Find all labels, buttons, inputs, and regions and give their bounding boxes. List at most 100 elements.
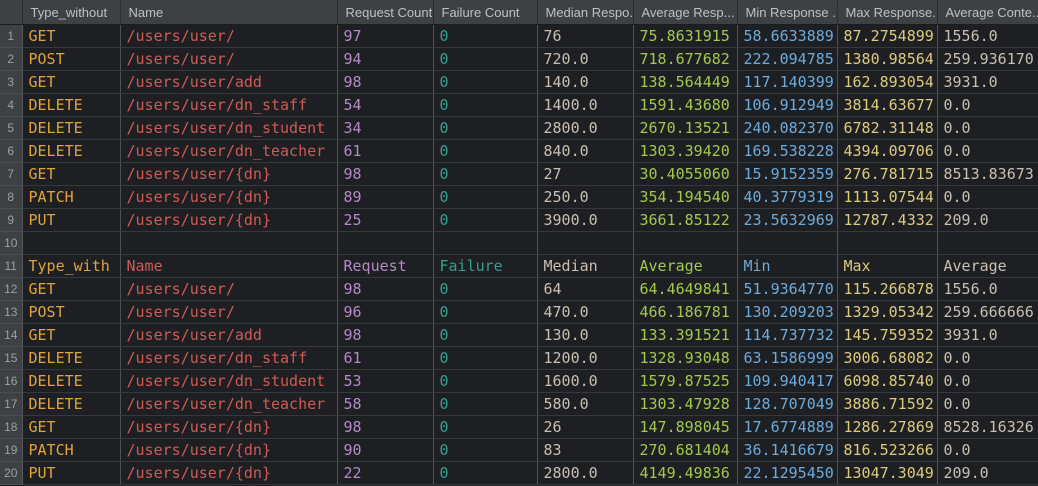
- cell-name[interactable]: /users/user/{dn}: [120, 208, 338, 232]
- cell-average-response[interactable]: Average: [633, 254, 738, 278]
- cell-min-response[interactable]: Min: [737, 254, 838, 278]
- cell-max-response[interactable]: 3814.63677: [837, 93, 938, 117]
- cell-min-response[interactable]: 128.707049: [737, 392, 838, 416]
- cell-request-count[interactable]: 96: [337, 300, 434, 324]
- cell-average-response[interactable]: 1328.93048: [633, 346, 738, 370]
- cell-median-response[interactable]: 2800.0: [537, 461, 634, 485]
- cell-max-response[interactable]: 1380.98564: [837, 47, 938, 71]
- row-number-cell[interactable]: 13: [0, 300, 23, 324]
- cell-min-response[interactable]: 117.140399: [737, 70, 838, 94]
- cell-failure-count[interactable]: 0: [433, 300, 538, 324]
- cell-max-response[interactable]: 1329.05342: [837, 300, 938, 324]
- cell-name[interactable]: /users/user/dn_teacher: [120, 139, 338, 163]
- cell-average-content[interactable]: 0.0: [937, 93, 1038, 117]
- cell-min-response[interactable]: 51.9364770: [737, 277, 838, 301]
- cell-failure-count[interactable]: 0: [433, 47, 538, 71]
- row-number-cell[interactable]: 9: [0, 208, 23, 232]
- column-header-request-count[interactable]: Request Count: [337, 0, 434, 25]
- cell-average-response[interactable]: 466.186781: [633, 300, 738, 324]
- cell-request-count[interactable]: 54: [337, 93, 434, 117]
- cell-name[interactable]: Name: [120, 254, 338, 278]
- cell-min-response[interactable]: 169.538228: [737, 139, 838, 163]
- column-header-average-response[interactable]: Average Resp...: [633, 0, 738, 25]
- cell-min-response[interactable]: [737, 231, 838, 255]
- cell-median-response[interactable]: 27: [537, 162, 634, 186]
- cell-min-response[interactable]: 58.6633889: [737, 24, 838, 48]
- cell-min-response[interactable]: 63.1586999: [737, 346, 838, 370]
- cell-average-content[interactable]: 0.0: [937, 369, 1038, 393]
- cell-failure-count[interactable]: 0: [433, 185, 538, 209]
- cell-average-content[interactable]: 209.0: [937, 461, 1038, 485]
- cell-average-response[interactable]: 133.391521: [633, 323, 738, 347]
- cell-request-count[interactable]: 61: [337, 346, 434, 370]
- column-header-type[interactable]: Type_without: [22, 0, 121, 25]
- cell-max-response[interactable]: 13047.3049: [837, 461, 938, 485]
- cell-min-response[interactable]: 240.082370: [737, 116, 838, 140]
- cell-median-response[interactable]: [537, 231, 634, 255]
- cell-type[interactable]: GET: [22, 323, 121, 347]
- cell-min-response[interactable]: 222.094785: [737, 47, 838, 71]
- cell-request-count[interactable]: [337, 231, 434, 255]
- cell-min-response[interactable]: 114.737732: [737, 323, 838, 347]
- cell-median-response[interactable]: Median: [537, 254, 634, 278]
- row-number-cell[interactable]: 12: [0, 277, 23, 301]
- cell-average-content[interactable]: 259.936170: [937, 47, 1038, 71]
- cell-average-content[interactable]: 3931.0: [937, 323, 1038, 347]
- cell-average-response[interactable]: 64.4649841: [633, 277, 738, 301]
- cell-average-content[interactable]: 0.0: [937, 346, 1038, 370]
- cell-average-content[interactable]: 0.0: [937, 438, 1038, 462]
- cell-min-response[interactable]: 40.3779319: [737, 185, 838, 209]
- cell-median-response[interactable]: 140.0: [537, 70, 634, 94]
- cell-average-response[interactable]: 718.677682: [633, 47, 738, 71]
- cell-average-content[interactable]: 0.0: [937, 139, 1038, 163]
- row-number-cell[interactable]: 8: [0, 185, 23, 209]
- cell-min-response[interactable]: 22.1295450: [737, 461, 838, 485]
- cell-name[interactable]: /users/user/{dn}: [120, 162, 338, 186]
- cell-name[interactable]: /users/user/{dn}: [120, 185, 338, 209]
- cell-average-response[interactable]: 1303.47928: [633, 392, 738, 416]
- cell-failure-count[interactable]: 0: [433, 415, 538, 439]
- cell-failure-count[interactable]: 0: [433, 93, 538, 117]
- cell-request-count[interactable]: 98: [337, 323, 434, 347]
- cell-name[interactable]: /users/user/: [120, 300, 338, 324]
- cell-failure-count[interactable]: 0: [433, 24, 538, 48]
- cell-average-response[interactable]: 2670.13521: [633, 116, 738, 140]
- cell-min-response[interactable]: 36.1416679: [737, 438, 838, 462]
- cell-median-response[interactable]: 1400.0: [537, 93, 634, 117]
- cell-failure-count[interactable]: [433, 231, 538, 255]
- cell-failure-count[interactable]: 0: [433, 208, 538, 232]
- cell-name[interactable]: /users/user/dn_student: [120, 116, 338, 140]
- cell-type[interactable]: GET: [22, 415, 121, 439]
- cell-average-response[interactable]: 147.898045: [633, 415, 738, 439]
- cell-median-response[interactable]: 720.0: [537, 47, 634, 71]
- cell-request-count[interactable]: 94: [337, 47, 434, 71]
- cell-max-response[interactable]: 1113.07544: [837, 185, 938, 209]
- cell-average-response[interactable]: 270.681404: [633, 438, 738, 462]
- cell-type[interactable]: Type_with: [22, 254, 121, 278]
- cell-average-content[interactable]: 0.0: [937, 116, 1038, 140]
- cell-average-content[interactable]: 0.0: [937, 392, 1038, 416]
- row-number-cell[interactable]: 7: [0, 162, 23, 186]
- cell-type[interactable]: PATCH: [22, 185, 121, 209]
- cell-max-response[interactable]: 162.893054: [837, 70, 938, 94]
- cell-max-response[interactable]: 4394.09706: [837, 139, 938, 163]
- cell-failure-count[interactable]: 0: [433, 162, 538, 186]
- cell-average-response[interactable]: 138.564449: [633, 70, 738, 94]
- cell-name[interactable]: /users/user/dn_teacher: [120, 392, 338, 416]
- cell-type[interactable]: GET: [22, 277, 121, 301]
- cell-request-count[interactable]: Request: [337, 254, 434, 278]
- cell-min-response[interactable]: 130.209203: [737, 300, 838, 324]
- cell-request-count[interactable]: 89: [337, 185, 434, 209]
- row-number-cell[interactable]: 3: [0, 70, 23, 94]
- cell-type[interactable]: DELETE: [22, 139, 121, 163]
- cell-request-count[interactable]: 22: [337, 461, 434, 485]
- cell-name[interactable]: /users/user/dn_student: [120, 369, 338, 393]
- row-number-cell[interactable]: 17: [0, 392, 23, 416]
- cell-type[interactable]: GET: [22, 24, 121, 48]
- cell-type[interactable]: PATCH: [22, 438, 121, 462]
- cell-type[interactable]: DELETE: [22, 116, 121, 140]
- cell-average-content[interactable]: 259.666666: [937, 300, 1038, 324]
- cell-name[interactable]: /users/user/{dn}: [120, 415, 338, 439]
- cell-median-response[interactable]: 470.0: [537, 300, 634, 324]
- cell-max-response[interactable]: 115.266878: [837, 277, 938, 301]
